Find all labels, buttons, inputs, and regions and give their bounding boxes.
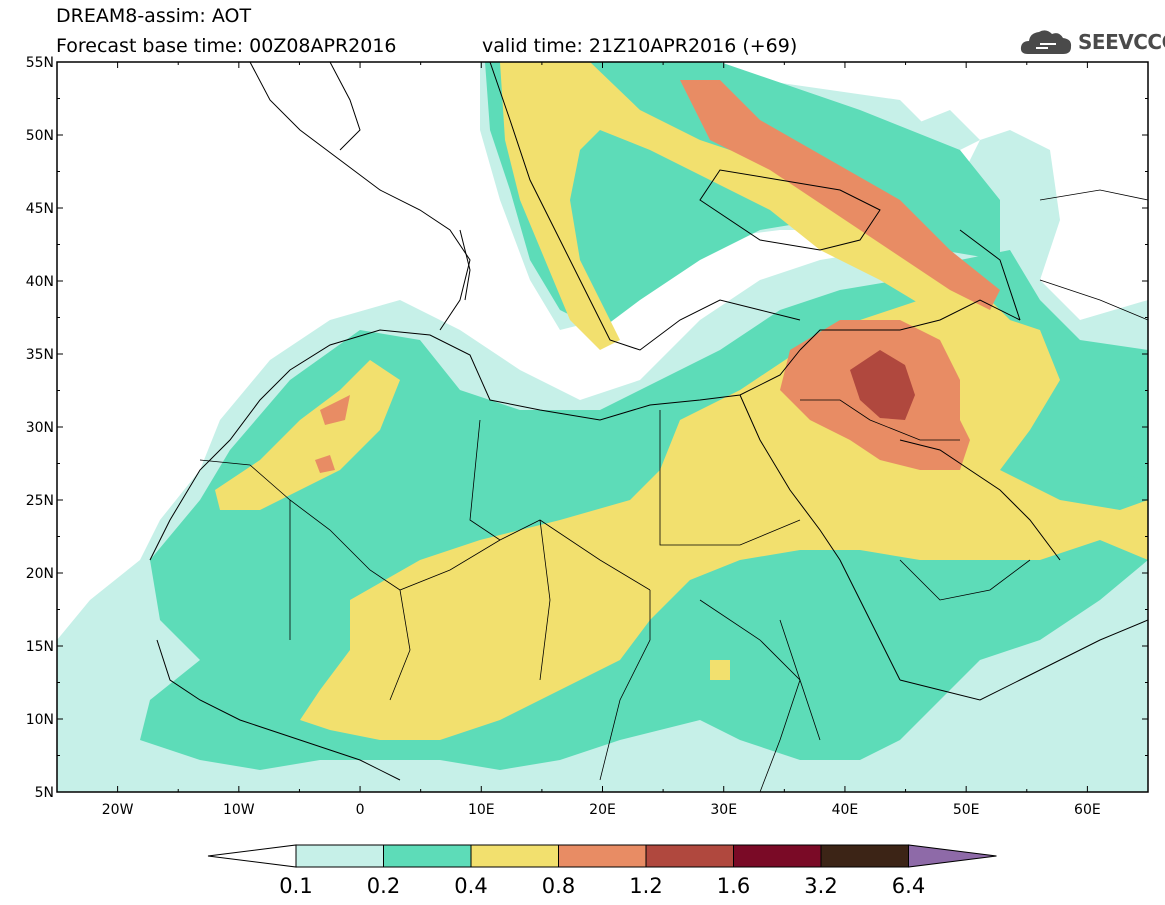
- colorbar-arrow-low: [207, 844, 297, 868]
- longitude-label: 20W: [102, 802, 134, 818]
- longitude-label: 60E: [1074, 802, 1101, 818]
- latitude-label: 50N: [26, 128, 54, 144]
- colorbar-label: 3.2: [804, 874, 837, 898]
- longitude-label: 20E: [589, 802, 616, 818]
- longitude-label: 10E: [468, 802, 495, 818]
- colorbar-labels: 0.1 0.2 0.4 0.8 1.2 1.6 3.2 6.4: [279, 874, 925, 898]
- latitude-label: 55N: [26, 55, 54, 71]
- colorbar-label: 6.4: [892, 874, 925, 898]
- chart-title: DREAM8-assim: AOT: [56, 5, 252, 27]
- country-borders: [199, 189, 1148, 792]
- aot-band-1.2-1.6: [850, 350, 915, 420]
- latitude-label: 30N: [26, 420, 54, 436]
- cloud-icon: [1020, 30, 1072, 54]
- colorbar-segment: [733, 844, 822, 868]
- latitude-label: 5N: [35, 785, 54, 801]
- latitude-label: 20N: [26, 566, 54, 582]
- latitude-label: 40N: [26, 274, 54, 290]
- valid-time: valid time: 21Z10APR2016 (+69): [482, 35, 798, 57]
- colorbar-segment: [645, 844, 734, 868]
- latitude-ticks: [57, 61, 1148, 793]
- colorbar-label: 0.4: [454, 874, 487, 898]
- colorbar: [207, 844, 997, 868]
- colorbar-label: 1.2: [629, 874, 662, 898]
- longitude-label: 30E: [710, 802, 737, 818]
- longitude-ticks: [56, 62, 1149, 792]
- latitude-label: 25N: [26, 493, 54, 509]
- longitude-label: 0: [356, 802, 365, 818]
- coastlines: [149, 62, 1148, 781]
- longitude-label: 40E: [832, 802, 859, 818]
- colorbar-segment: [820, 844, 909, 868]
- colorbar-segment: [558, 844, 647, 868]
- colorbar-segment: [470, 844, 559, 868]
- colorbar-label: 0.2: [367, 874, 400, 898]
- colorbar-label: 0.8: [542, 874, 575, 898]
- latitude-label: 15N: [26, 639, 54, 655]
- longitude-labels: 20W 10W 0 10E 20E 30E 40E 50E 60E: [102, 802, 1101, 818]
- longitude-label: 50E: [953, 802, 980, 818]
- latitude-labels: 55N 50N 45N 40N 35N 30N 25N 20N 15N 10N 5N: [26, 55, 54, 801]
- latitude-label: 10N: [26, 712, 54, 728]
- aot-field: [57, 62, 1148, 792]
- colorbar-segment: [383, 844, 472, 868]
- colorbar-segment: [295, 844, 384, 868]
- colorbar-label: 0.1: [279, 874, 312, 898]
- colorbar-label: 1.6: [717, 874, 750, 898]
- seevccc-logo: SEEVCCC: [1018, 24, 1165, 58]
- logo-text: SEEVCCC: [1078, 30, 1165, 54]
- colorbar-arrow-high: [908, 844, 997, 868]
- longitude-label: 10W: [223, 802, 255, 818]
- latitude-label: 35N: [26, 347, 54, 363]
- forecast-base-time: Forecast base time: 00Z08APR2016: [56, 35, 397, 57]
- latitude-label: 45N: [26, 201, 54, 217]
